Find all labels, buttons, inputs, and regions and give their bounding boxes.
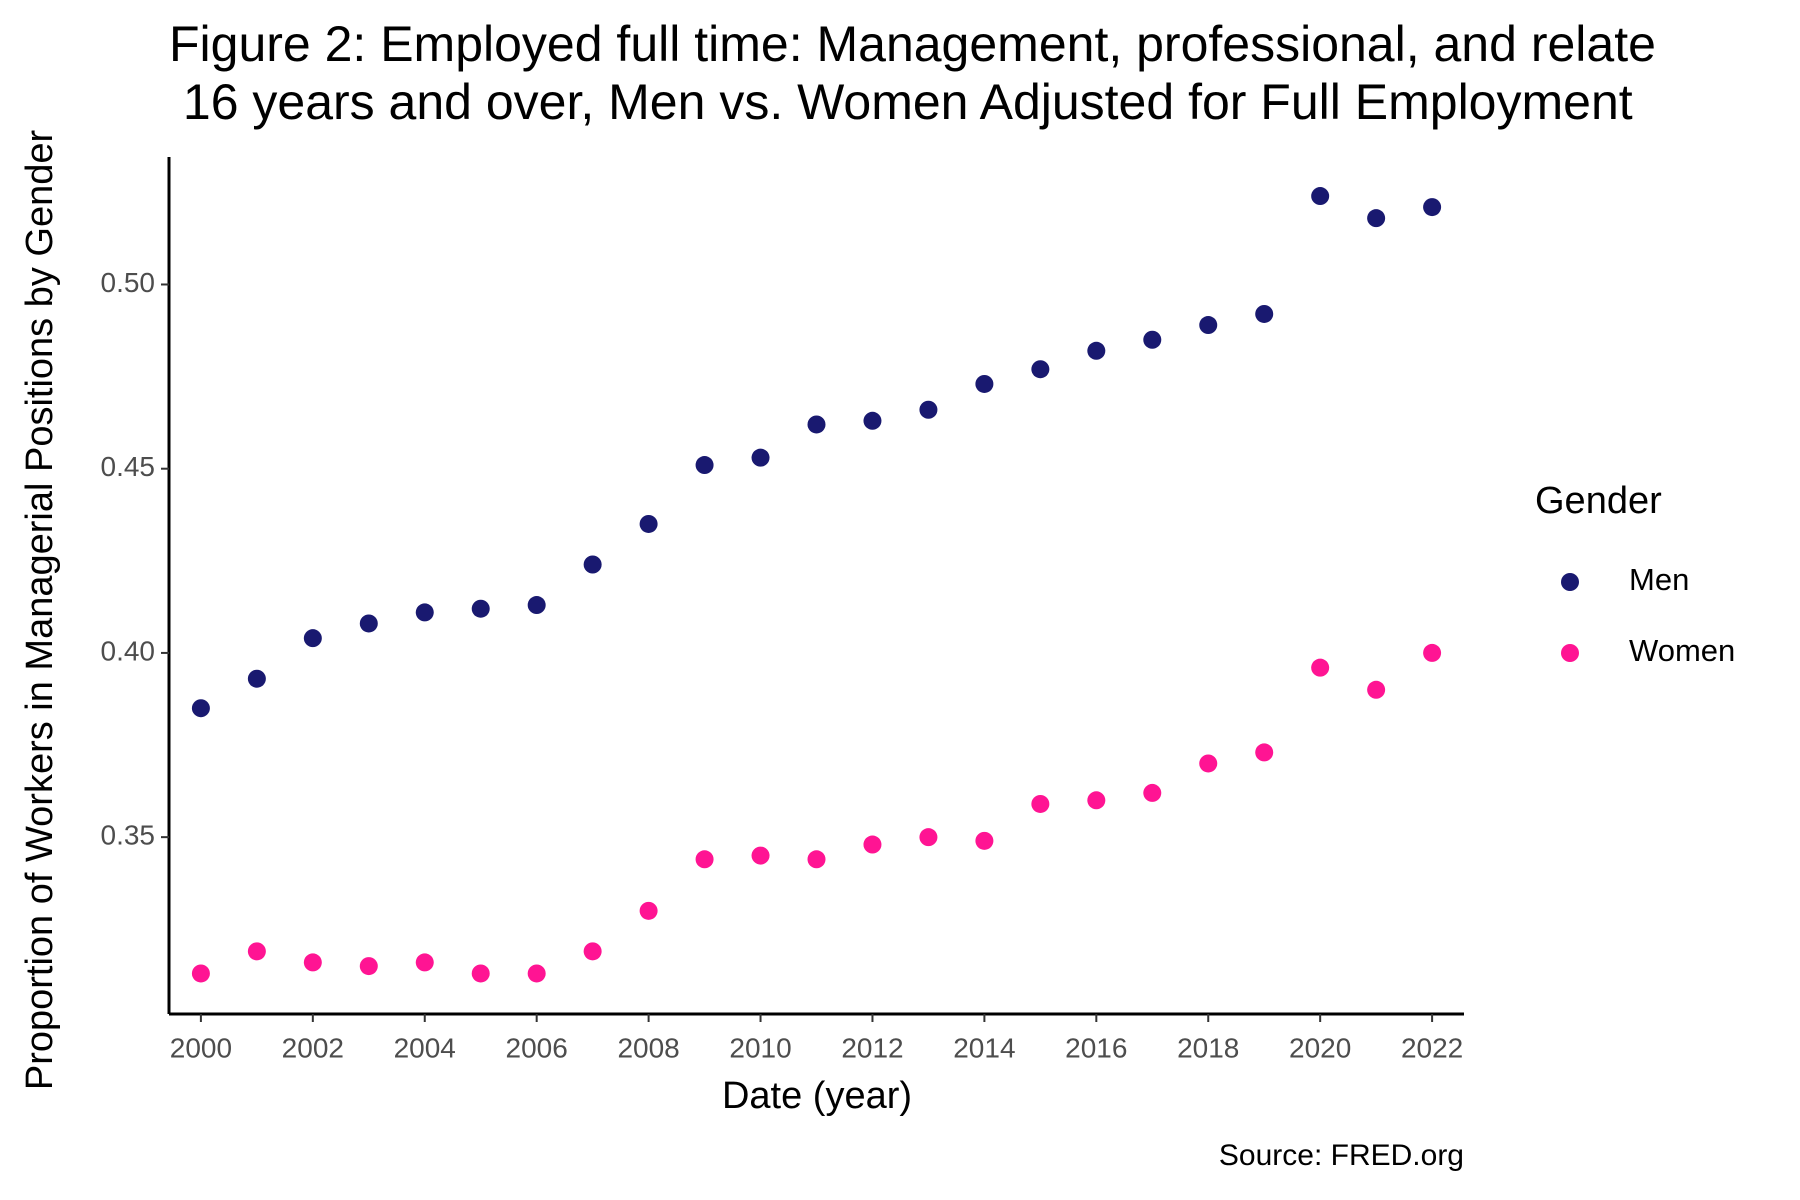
point [975, 831, 994, 850]
point [359, 614, 378, 633]
y-tick-label: 0.35 [101, 820, 156, 851]
x-tick-label: 2000 [170, 1032, 232, 1063]
point [639, 901, 658, 920]
legend-label: Women [1629, 633, 1735, 668]
point [583, 942, 602, 961]
x-tick-label: 2022 [1401, 1032, 1463, 1063]
point [191, 699, 210, 718]
point [415, 603, 434, 622]
legend-marker [1561, 573, 1579, 591]
point [639, 514, 658, 533]
point [247, 669, 266, 688]
legend-title: Gender [1535, 480, 1662, 522]
point [1255, 304, 1274, 323]
x-tick-label: 2010 [729, 1032, 791, 1063]
x-axis-title: Date (year) [722, 1075, 912, 1117]
y-axis-title: Proportion of Workers in Managerial Posi… [19, 130, 61, 1091]
point [359, 957, 378, 976]
point [863, 835, 882, 854]
point [1087, 791, 1106, 810]
caption: Source: FRED.org [1219, 1139, 1464, 1172]
point [1031, 794, 1050, 813]
point [303, 629, 322, 648]
x-tick-label: 2002 [282, 1032, 344, 1063]
y-tick-label: 0.50 [101, 267, 156, 298]
point [1423, 643, 1442, 662]
point [751, 448, 770, 467]
point [415, 953, 434, 972]
point [695, 456, 714, 475]
point [1367, 209, 1386, 228]
chart-title: Figure 2: Employed full time: Management… [169, 16, 1656, 72]
point [807, 415, 826, 434]
x-tick-label: 2020 [1289, 1032, 1351, 1063]
x-tick-label: 2006 [506, 1032, 568, 1063]
x-tick-label: 2014 [953, 1032, 1015, 1063]
point [1087, 341, 1106, 360]
point [1143, 783, 1162, 802]
x-tick-label: 2004 [394, 1032, 456, 1063]
x-tick-label: 2008 [617, 1032, 679, 1063]
point [975, 374, 994, 393]
legend-label: Men [1629, 562, 1689, 597]
point [527, 596, 546, 615]
point [1199, 316, 1218, 335]
point [471, 599, 490, 618]
point [1031, 360, 1050, 379]
point [1143, 330, 1162, 349]
point [919, 400, 938, 419]
x-tick-label: 2016 [1065, 1032, 1127, 1063]
point [919, 828, 938, 847]
y-tick-label: 0.40 [101, 635, 156, 666]
point [695, 850, 714, 869]
legend-marker [1561, 644, 1579, 662]
point [807, 850, 826, 869]
point [303, 953, 322, 972]
point [1311, 187, 1330, 206]
point [527, 964, 546, 983]
point [583, 555, 602, 574]
point [1423, 198, 1442, 217]
point [1311, 658, 1330, 677]
y-tick-label: 0.45 [101, 451, 156, 482]
point [751, 846, 770, 865]
point [1199, 754, 1218, 773]
point [863, 411, 882, 430]
x-tick-label: 2012 [841, 1032, 903, 1063]
point [1367, 680, 1386, 699]
point [191, 964, 210, 983]
point [247, 942, 266, 961]
point [471, 964, 490, 983]
point [1255, 743, 1274, 762]
x-tick-label: 2018 [1177, 1032, 1239, 1063]
chart-title: 16 years and over, Men vs. Women Adjuste… [169, 74, 1633, 130]
